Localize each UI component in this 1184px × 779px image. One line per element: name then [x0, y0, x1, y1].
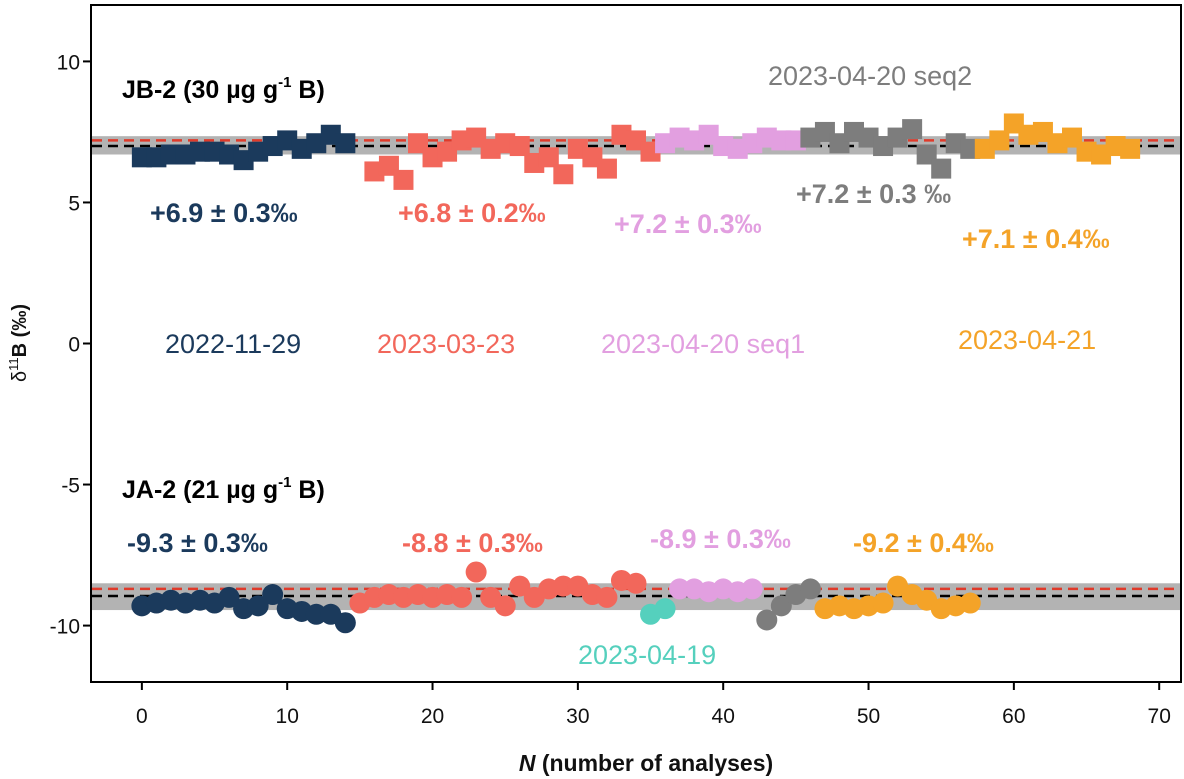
data-point-circle: [247, 595, 269, 617]
y-tick-label: -5: [61, 475, 80, 498]
data-point-circle: [959, 592, 981, 614]
data-point-square: [335, 133, 356, 154]
series-jb-2-2023-03-23: [364, 124, 661, 190]
data-point-circle: [509, 575, 531, 597]
data-points: [131, 113, 1141, 634]
data-point-square: [1120, 138, 1141, 159]
data-point-circle: [262, 584, 284, 606]
data-point-circle: [218, 586, 240, 608]
data-point-square: [989, 130, 1010, 151]
data-point-circle: [305, 603, 327, 625]
jb2-mean-2023-04-21: +7.1 ± 0.4‰: [962, 224, 1110, 254]
session-label-2023-04-19: 2023-04-19: [578, 640, 716, 670]
series-jb-2-2023-04-21: [974, 113, 1141, 165]
y-axis-label-delta: δ: [9, 371, 31, 382]
data-point-circle: [770, 595, 792, 617]
x-axis-label-italic: N: [519, 750, 536, 776]
sample-label-ja2: JA-2 (21 µg g-1 B): [122, 474, 325, 504]
sample-label-jb2: JB-2 (30 µg g-1 B): [122, 74, 325, 104]
data-point-circle: [799, 578, 821, 600]
x-tick-label: 0: [136, 705, 148, 728]
series-ja-2-2023-04-20-seq1: [669, 578, 763, 603]
ja2-mean-2022-11-29: -9.3 ± 0.3‰: [127, 528, 268, 558]
series-ja-2-2022-11-29: [131, 584, 356, 634]
session-label-2023-04-20-seq1: 2023-04-20 seq1: [601, 329, 805, 359]
data-point-circle: [596, 586, 618, 608]
series-jb-2-2023-04-20-seq1: [655, 124, 806, 159]
data-point-circle: [669, 578, 691, 600]
data-point-square: [553, 164, 574, 185]
session-label-2022-11-29: 2022-11-29: [165, 329, 301, 359]
data-point-circle: [625, 572, 647, 594]
data-point-circle: [654, 598, 676, 620]
y-axis-label: δ11B (‰): [6, 304, 31, 382]
series-ja-2-2023-04-19: [640, 598, 676, 625]
data-point-square: [393, 169, 414, 190]
data-point-circle: [756, 609, 778, 631]
x-tick-label: 40: [712, 705, 735, 728]
x-axis-label-rest: (number of analyses): [535, 750, 773, 776]
x-tick-label: 30: [566, 705, 589, 728]
series-ja-2-2023-03-23: [349, 561, 647, 617]
data-point-square: [509, 136, 530, 157]
data-point-square: [596, 158, 617, 179]
x-tick-label: 70: [1148, 705, 1171, 728]
data-point-square: [538, 147, 559, 168]
data-point-square: [931, 158, 952, 179]
y-tick-label: -10: [50, 616, 80, 639]
data-point-circle: [741, 578, 763, 600]
jb2-mean-2022-11-29: +6.9 ± 0.3‰: [150, 198, 298, 228]
y-axis-label-sup: 11: [6, 357, 21, 371]
y-tick-label: 0: [68, 334, 80, 357]
ja2-mean-2023-04-20-seq1: -8.9 ± 0.3‰: [650, 524, 791, 554]
jb2-mean-2023-04-20-seq1: +7.2 ± 0.3‰: [614, 209, 762, 239]
y-tick-label: 5: [68, 192, 80, 215]
series-jb-2-2022-11-29: [131, 124, 356, 171]
x-tick-label: 60: [1002, 705, 1025, 728]
jb2-mean-2023-04-20-seq2: +7.2 ± 0.3 ‰: [796, 179, 951, 209]
data-point-square: [902, 119, 923, 140]
session-label-2023-04-21: 2023-04-21: [958, 325, 1096, 355]
x-axis-label: N (number of analyses): [519, 750, 773, 776]
data-point-circle: [494, 595, 516, 617]
y-axis-label-rest: B (‰): [9, 304, 31, 357]
series-ja-2-2023-04-20-seq2: [756, 578, 821, 631]
data-point-circle: [451, 586, 473, 608]
series-ja-2-2023-04-21: [814, 575, 981, 620]
data-point-circle: [465, 561, 487, 583]
data-point-circle: [552, 575, 574, 597]
x-tick-label: 50: [857, 705, 880, 728]
x-tick-label: 20: [421, 705, 444, 728]
jb2-mean-2023-03-23: +6.8 ± 0.2‰: [398, 198, 546, 228]
session-label-2023-04-20-seq2: 2023-04-20 seq2: [768, 61, 972, 91]
x-tick-label: 10: [276, 705, 299, 728]
data-point-circle: [872, 592, 894, 614]
ja2-mean-2023-04-21: -9.2 ± 0.4‰: [853, 528, 994, 558]
session-label-2023-03-23: 2023-03-23: [377, 329, 515, 359]
data-point-circle: [334, 612, 356, 634]
ja2-mean-2023-03-23: -8.8 ± 0.3‰: [402, 528, 543, 558]
y-tick-label: 10: [57, 51, 80, 74]
